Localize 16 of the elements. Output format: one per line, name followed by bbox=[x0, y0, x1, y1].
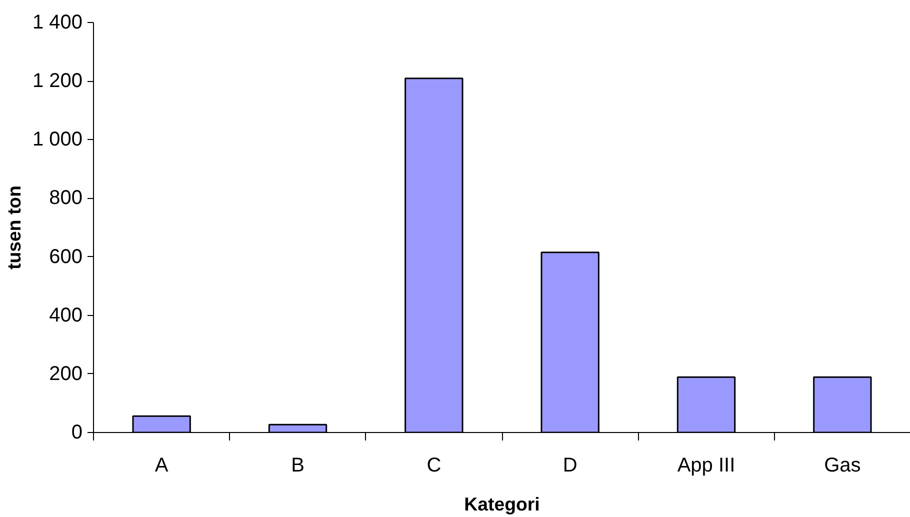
x-tick-label: Gas bbox=[824, 454, 861, 476]
y-tick-label: 1 000 bbox=[32, 128, 83, 151]
x-tick-label: C bbox=[426, 454, 442, 476]
x-tick-label: App III bbox=[677, 454, 736, 476]
x-tick-label: D bbox=[562, 454, 578, 476]
y-tick-label: 200 bbox=[49, 362, 83, 385]
y-tick-label: 0 bbox=[71, 422, 82, 444]
y-tick-label: 1 200 bbox=[32, 70, 83, 92]
y-tick-label: 1 400 bbox=[32, 12, 83, 34]
y-axis-title: tusen ton bbox=[3, 186, 24, 270]
x-axis-title: Kategori bbox=[464, 494, 540, 514]
x-tick-label: B bbox=[291, 454, 304, 476]
y-tick-label: 800 bbox=[49, 187, 83, 210]
y-tick-label: 400 bbox=[49, 304, 83, 326]
x-tick-label: A bbox=[154, 454, 169, 476]
y-tick-label: 600 bbox=[49, 246, 83, 268]
